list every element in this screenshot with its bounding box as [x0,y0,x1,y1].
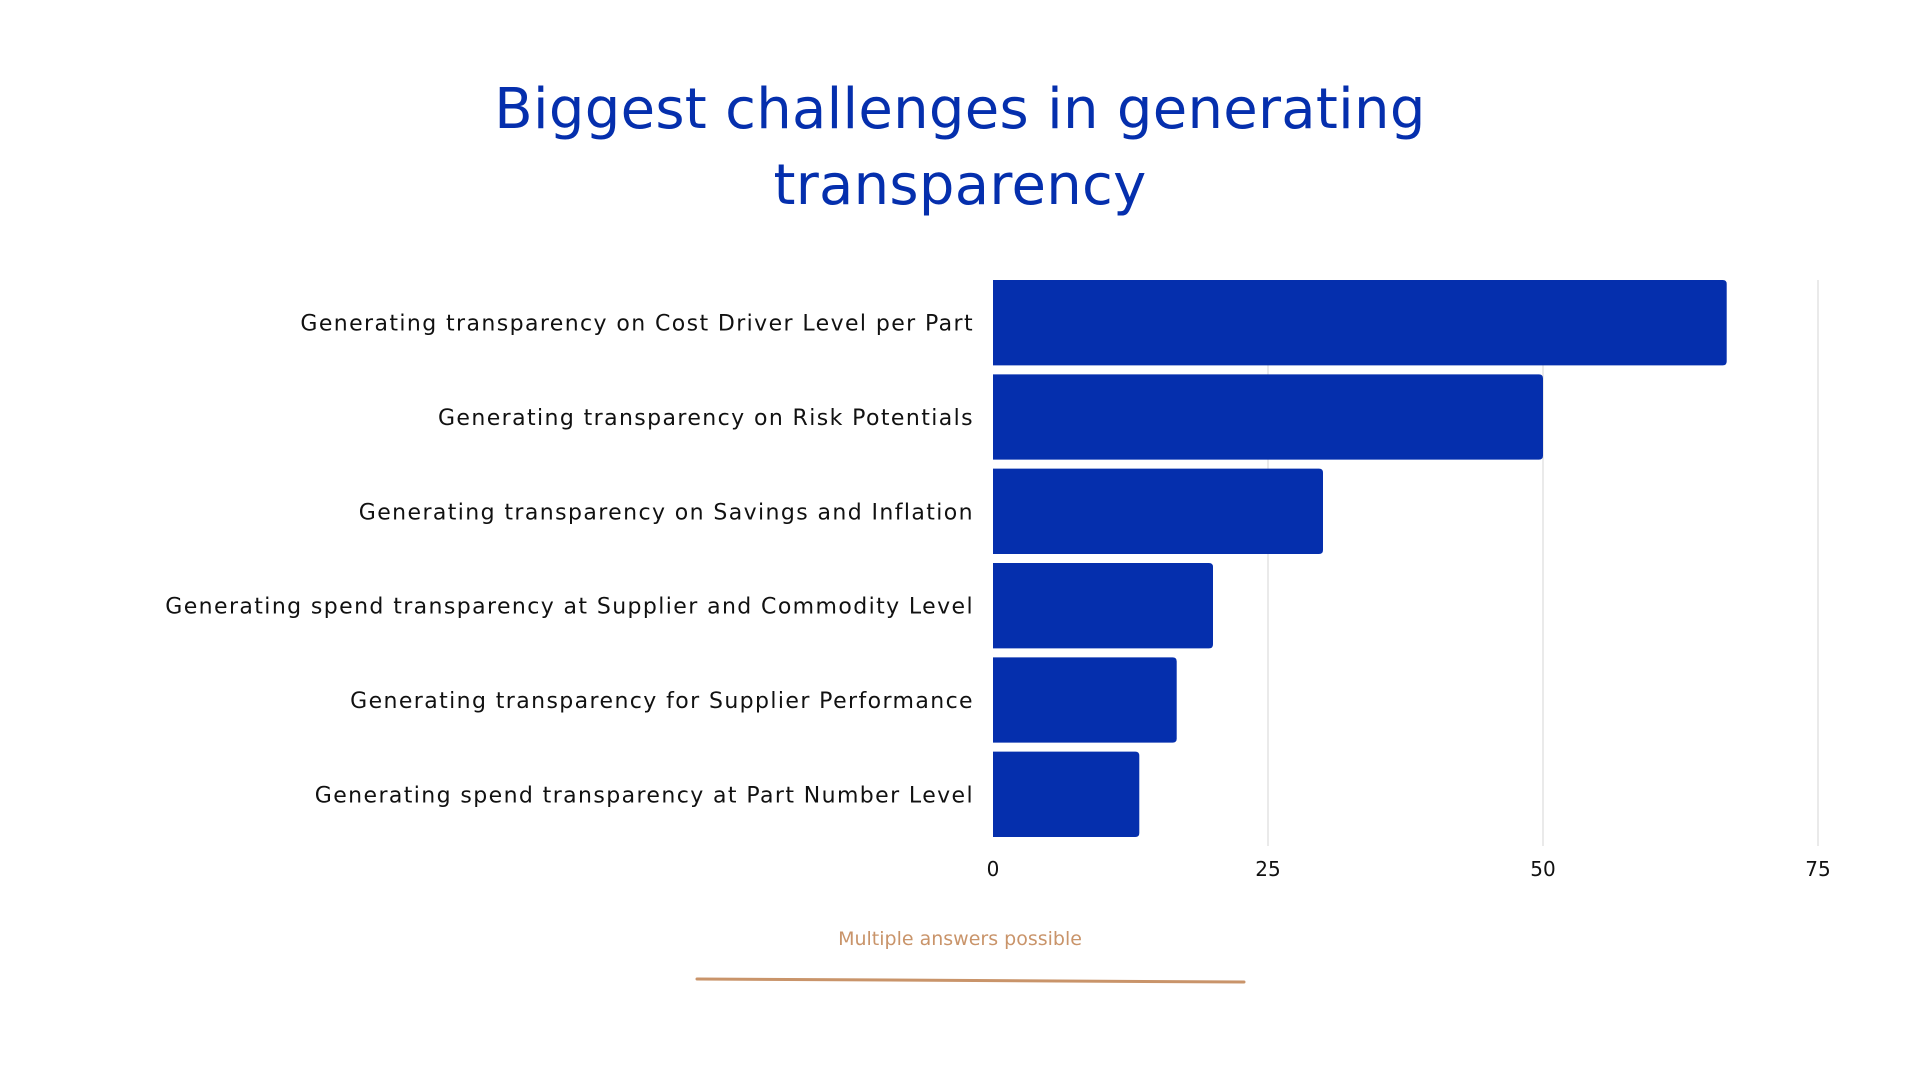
chart-title: Biggest challenges in generating transpa… [0,72,1920,224]
bar [993,563,1213,649]
bar [993,374,1543,460]
bar [993,468,1323,554]
x-tick-label: 50 [1530,857,1555,881]
x-axis-ticks: 0 25 50 75 [987,857,1831,881]
footnote: Multiple answers possible [838,928,1082,950]
category-label: Generating spend transparency at Supplie… [165,595,974,620]
bar [993,657,1177,743]
category-label: Generating transparency on Risk Potentia… [438,406,974,431]
chart-title-line-1: Biggest challenges in generating [494,77,1426,142]
category-label: Generating transparency on Cost Driver L… [300,312,974,337]
bars [993,280,1727,837]
x-tick-label: 0 [987,857,1000,881]
x-tick-label: 25 [1255,857,1280,881]
footnote-underline-stroke [695,977,1246,984]
bar [993,751,1140,837]
chart-title-line-2: transparency [773,153,1147,218]
x-tick-label: 75 [1805,857,1830,881]
category-labels: Generating transparency on Cost Driver L… [165,312,974,809]
category-label: Generating spend transparency at Part Nu… [315,783,974,808]
category-label: Generating transparency for Supplier Per… [350,689,974,714]
bar-chart: Generating transparency on Cost Driver L… [165,280,1831,881]
bar [993,280,1727,366]
category-label: Generating transparency on Savings and I… [359,500,974,525]
